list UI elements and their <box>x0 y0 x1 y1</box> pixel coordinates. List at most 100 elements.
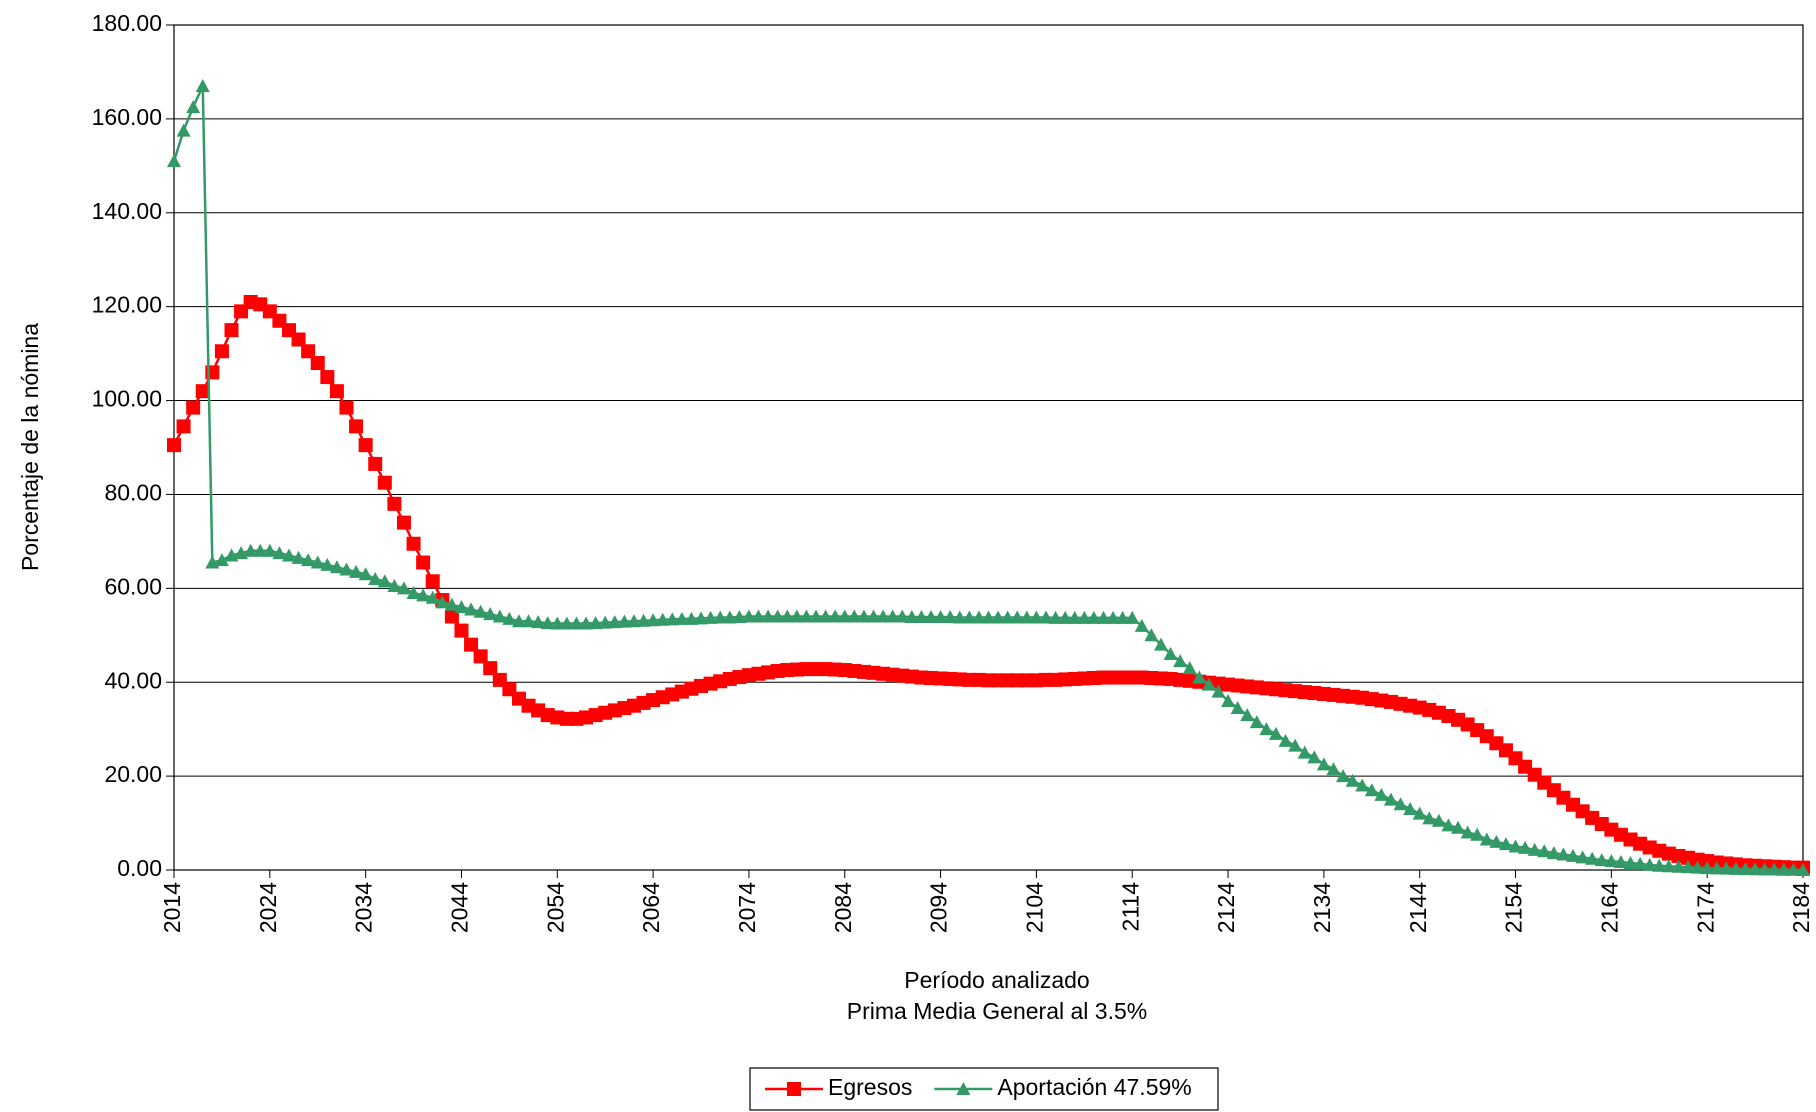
data-point <box>1115 610 1130 624</box>
data-point <box>483 607 498 621</box>
data-point <box>349 419 364 434</box>
data-point <box>971 610 986 624</box>
y-tick-label: 0.00 <box>117 855 162 881</box>
data-point <box>847 609 862 623</box>
data-point <box>1776 862 1791 876</box>
data-point <box>933 609 948 623</box>
data-point <box>214 344 229 359</box>
data-point <box>1393 797 1408 811</box>
data-point <box>368 456 383 471</box>
data-point <box>186 400 201 415</box>
data-point <box>339 562 354 576</box>
data-point <box>1422 811 1437 825</box>
series-line <box>172 85 1804 872</box>
data-point <box>1307 750 1322 764</box>
data-point <box>1010 610 1025 624</box>
data-point <box>588 616 603 630</box>
data-point <box>1211 684 1226 698</box>
data-point <box>1163 647 1178 661</box>
legend-label: Aportación 47.59% <box>997 1074 1191 1100</box>
data-point <box>809 609 824 623</box>
data-point <box>243 543 258 557</box>
y-tick-label: 120.00 <box>92 292 162 318</box>
data-point <box>1738 862 1753 876</box>
data-point <box>1700 861 1715 875</box>
data-point <box>646 613 661 627</box>
data-point <box>281 548 296 562</box>
x-tick-label: 2034 <box>351 882 377 933</box>
data-point <box>358 567 373 581</box>
data-point <box>780 609 795 623</box>
data-point <box>387 496 402 511</box>
data-point <box>195 79 210 93</box>
data-point <box>1345 773 1360 787</box>
data-point <box>358 438 373 453</box>
data-point <box>1230 701 1245 715</box>
data-point <box>694 611 709 625</box>
data-point <box>329 384 344 399</box>
data-point <box>262 543 277 557</box>
data-point <box>713 610 728 624</box>
x-tick-label: 2134 <box>1309 882 1335 933</box>
data-point <box>301 344 316 359</box>
data-point <box>904 609 919 623</box>
x-tick-label: 2094 <box>926 882 952 933</box>
data-point <box>167 438 181 453</box>
data-point <box>1479 832 1494 846</box>
data-point <box>1757 862 1772 876</box>
data-point <box>310 555 325 569</box>
data-point <box>751 609 766 623</box>
data-point <box>195 384 210 399</box>
data-point <box>406 586 421 600</box>
data-point <box>454 600 469 614</box>
x-tick-label: 2054 <box>542 882 568 933</box>
data-point <box>1000 610 1015 624</box>
data-point <box>741 609 756 623</box>
legend-label: Egresos <box>828 1074 912 1100</box>
plot-border <box>173 24 1804 871</box>
data-point <box>454 623 469 638</box>
data-point <box>837 609 852 623</box>
data-point <box>1355 778 1370 792</box>
data-point <box>1518 840 1533 854</box>
data-point <box>1221 694 1236 707</box>
data-point <box>310 356 325 370</box>
x-tick-label: 2144 <box>1405 882 1431 933</box>
data-point <box>1192 670 1207 684</box>
data-point <box>339 400 354 415</box>
data-point <box>425 590 440 604</box>
data-point <box>1096 610 1111 624</box>
data-point <box>329 560 344 574</box>
data-point <box>1297 745 1312 759</box>
y-tick-label: 60.00 <box>104 573 162 599</box>
data-point <box>550 616 565 630</box>
data-point <box>1489 834 1504 848</box>
data-point <box>425 574 440 589</box>
y-tick-label: 100.00 <box>92 386 162 412</box>
data-point <box>895 609 910 623</box>
data-point <box>617 614 632 628</box>
data-point <box>492 609 507 623</box>
data-point <box>1690 860 1705 874</box>
data-point <box>1537 844 1552 858</box>
data-point <box>607 615 622 629</box>
data-point <box>377 574 392 588</box>
data-point <box>1316 757 1331 771</box>
data-point <box>1019 610 1034 624</box>
data-point <box>1326 762 1341 776</box>
data-point <box>1403 801 1418 815</box>
y-tick-label: 80.00 <box>104 480 162 506</box>
data-point <box>1652 858 1667 872</box>
data-point <box>1470 827 1485 841</box>
data-point <box>1566 848 1581 862</box>
data-point <box>579 616 594 630</box>
data-point <box>531 615 546 629</box>
data-point <box>473 604 488 618</box>
data-point <box>943 609 958 623</box>
data-point <box>1613 855 1628 869</box>
data-point <box>761 609 776 623</box>
data-point <box>1633 856 1648 870</box>
x-tick-label: 2114 <box>1117 882 1143 932</box>
data-point <box>1412 806 1427 820</box>
data-point <box>1364 783 1379 797</box>
